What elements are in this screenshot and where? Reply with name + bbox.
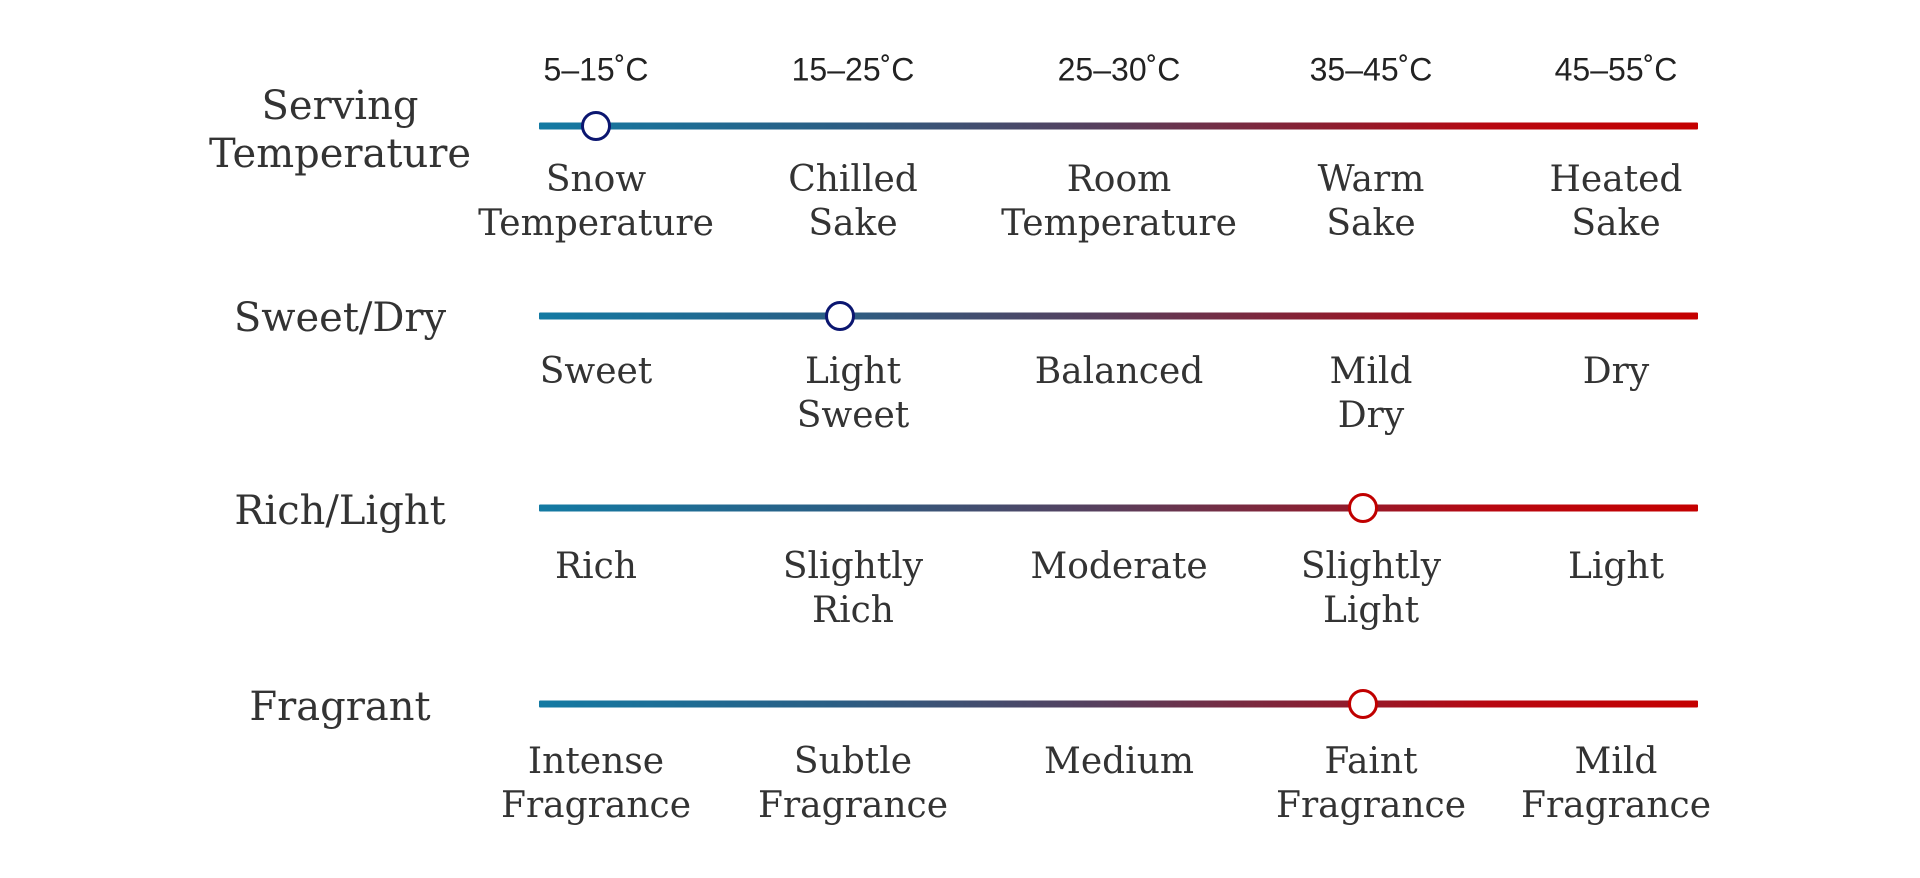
scale-label: Mild Dry xyxy=(1251,350,1491,438)
scale-label-line: Light xyxy=(1567,546,1665,587)
row-title-rich-light: Rich/Light xyxy=(190,487,490,535)
scale-label-line: Moderate xyxy=(1030,546,1208,587)
scale-label: Rich xyxy=(476,545,716,589)
row-title-line: Serving xyxy=(261,83,419,129)
scale-label: Heated Sake xyxy=(1496,158,1736,246)
scale-label-line: Chilled xyxy=(788,159,918,200)
scale-label-line: Sake xyxy=(1571,203,1661,244)
scale-track xyxy=(539,122,1698,130)
scale-label-line: Snow xyxy=(545,159,647,200)
row-title-sweet-dry: Sweet/Dry xyxy=(190,294,490,342)
scale-label-line: Heated xyxy=(1549,159,1683,200)
scale-label: Intense Fragrance xyxy=(476,740,716,828)
scale-label-line: Sweet xyxy=(796,395,910,436)
scale-label-line: Room xyxy=(1066,159,1172,200)
scale-label: Light Sweet xyxy=(733,350,973,438)
scale-track xyxy=(539,312,1698,320)
row-title-fragrant: Fragrant xyxy=(190,683,490,731)
scale-label: Subtle Fragrance xyxy=(733,740,973,828)
scale-label: Chilled Sake xyxy=(733,158,973,246)
scale-marker xyxy=(825,301,855,331)
scale-label-line: Light xyxy=(804,351,902,392)
scale-label: Light xyxy=(1496,545,1736,589)
scale-label-line: Temperature xyxy=(478,203,714,244)
scale-label-line: Fragrance xyxy=(1275,785,1467,826)
row-title-line: Temperature xyxy=(208,131,472,177)
scale-label-line: Sake xyxy=(808,203,898,244)
scale-track xyxy=(539,504,1698,512)
scale-label: Sweet xyxy=(476,350,716,394)
row-title-line: Rich/Light xyxy=(234,488,446,534)
scale-label-line: Mild xyxy=(1329,351,1413,392)
scale-label-line: Rich xyxy=(555,546,637,587)
scale-label-line: Temperature xyxy=(1001,203,1237,244)
scale-marker xyxy=(1348,493,1378,523)
temperature-range: 45–55˚C xyxy=(1554,51,1678,88)
scale-label-line: Faint xyxy=(1324,741,1418,782)
row-title-line: Sweet/Dry xyxy=(233,295,447,341)
scale-label: Dry xyxy=(1496,350,1736,394)
scale-label-line: Warm xyxy=(1317,159,1425,200)
row-title-line: Fragrant xyxy=(249,684,431,730)
scale-label-line: Fragrance xyxy=(500,785,692,826)
scale-track xyxy=(539,700,1698,708)
scale-label-line: Intense xyxy=(527,741,665,782)
scale-label-line: Slightly xyxy=(1300,546,1442,587)
scale-label-line: Fragrance xyxy=(757,785,949,826)
scale-label-line: Slightly xyxy=(782,546,924,587)
scale-label: Faint Fragrance xyxy=(1251,740,1491,828)
scale-label-line: Sake xyxy=(1326,203,1416,244)
temperature-range: 5–15˚C xyxy=(543,51,649,88)
scale-label-line: Medium xyxy=(1043,741,1195,782)
temperature-range: 25–30˚C xyxy=(1057,51,1181,88)
scale-label: Slightly Rich xyxy=(733,545,973,633)
scale-label: Balanced xyxy=(999,350,1239,394)
scale-label: Slightly Light xyxy=(1251,545,1491,633)
scale-label: Snow Temperature xyxy=(476,158,716,246)
scale-label-line: Mild xyxy=(1574,741,1658,782)
temperature-range: 15–25˚C xyxy=(791,51,915,88)
scale-label-line: Dry xyxy=(1337,395,1405,436)
scale-label: Moderate xyxy=(999,545,1239,589)
scale-label-line: Subtle xyxy=(793,741,913,782)
scale-marker xyxy=(1348,689,1378,719)
scale-label: Room Temperature xyxy=(999,158,1239,246)
scale-marker xyxy=(581,111,611,141)
scale-label: Warm Sake xyxy=(1251,158,1491,246)
row-title-serving-temperature: Serving Temperature xyxy=(190,82,490,178)
scale-label-line: Sweet xyxy=(539,351,653,392)
temperature-range: 35–45˚C xyxy=(1309,51,1433,88)
scale-label-line: Dry xyxy=(1582,351,1650,392)
scale-label-line: Rich xyxy=(812,590,894,631)
scale-label-line: Light xyxy=(1322,590,1420,631)
scale-label: Mild Fragrance xyxy=(1496,740,1736,828)
scale-label-line: Balanced xyxy=(1034,351,1204,392)
scale-label: Medium xyxy=(999,740,1239,784)
scale-label-line: Fragrance xyxy=(1520,785,1712,826)
